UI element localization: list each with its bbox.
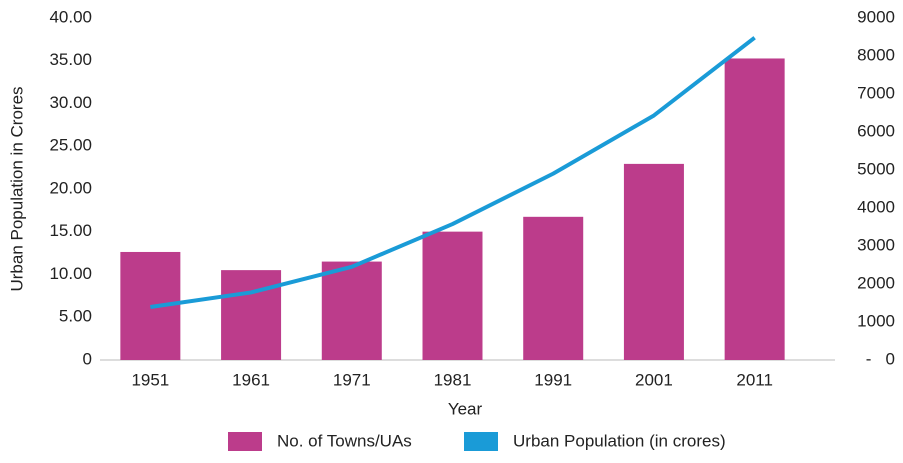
y2-tick-label: 3000 [857,235,895,254]
y-tick-label: 20.00 [49,178,92,197]
y-tick-label: 15.00 [49,221,92,240]
bar [724,58,785,360]
y-tick-label: 30.00 [49,93,92,112]
y2-tick-label: 8000 [857,45,895,64]
y2-tick-label: 6000 [857,121,895,140]
x-tick-label: 1981 [434,370,472,389]
bar [321,261,382,360]
x-axis-title: Year [448,399,483,418]
y-tick-label: 40.00 [49,7,92,26]
y2-tick-label: 9000 [857,7,895,26]
line [150,36,756,309]
legend-label: Urban Population (in crores) [513,431,726,450]
y-tick-label: 25.00 [49,136,92,155]
bar [623,163,684,360]
legend-label: No. of Towns/UAs [277,431,412,450]
x-tick-label: 1991 [534,370,572,389]
y-tick-label: 10.00 [49,264,92,283]
y2-tick-label: 1000 [857,311,895,330]
x-tick-label: 2001 [635,370,673,389]
bar [221,270,282,360]
y-tick-label: 0 [83,349,92,368]
y-tick-label: 5.00 [59,307,92,326]
y2-tick-label: - 0 [866,349,895,368]
x-tick-label: 1961 [232,370,270,389]
x-tick-label: 1951 [131,370,169,389]
y2-tick-label: 4000 [857,197,895,216]
legend-swatch [464,432,498,451]
y2-tick-label: 7000 [857,83,895,102]
bar [422,231,483,360]
y-tick-label: 35.00 [49,50,92,69]
legend-swatch [228,432,262,451]
y2-tick-label: 2000 [857,273,895,292]
x-tick-label: 2011 [736,370,773,389]
y-axis-title: Urban Population in Crores [7,86,26,291]
y2-tick-label: 5000 [857,159,895,178]
bar [523,216,584,360]
x-tick-label: 1971 [333,370,371,389]
